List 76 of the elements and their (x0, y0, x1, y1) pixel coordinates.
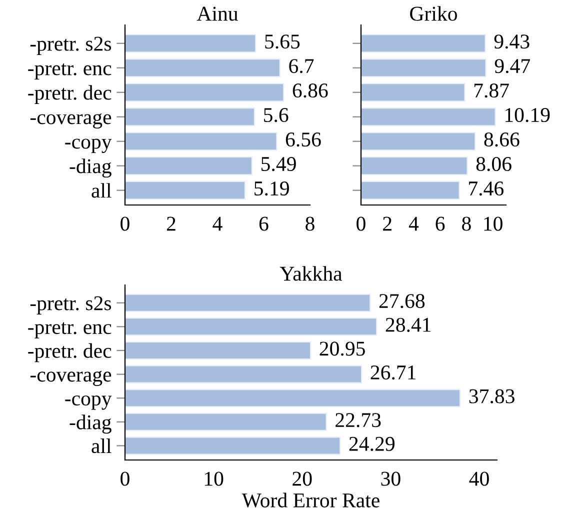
bar (361, 132, 476, 151)
x-tick-label: 6 (259, 216, 268, 231)
y-tick-label: -pretr. s2s (30, 296, 112, 315)
bar (361, 180, 460, 200)
data-label: 10.19 (505, 108, 550, 122)
data-label: 9.43 (494, 34, 530, 49)
chart-title: Griko (410, 6, 458, 21)
data-label: 8.06 (476, 156, 512, 172)
y-tick-label: -coverage (30, 370, 112, 386)
bar (125, 412, 327, 432)
chart-title: Ainu (196, 6, 238, 21)
x-axis-title: Word Error Rate (242, 492, 380, 508)
y-tick-label: -copy (65, 395, 112, 410)
y-tick-label: -diag (70, 158, 112, 178)
chart-title: Yakkha (280, 266, 342, 281)
x-tick-label: 4 (212, 216, 222, 231)
x-tick-label: 10 (484, 216, 502, 231)
bar (125, 318, 378, 336)
data-label: 6.56 (286, 132, 321, 147)
bar (361, 58, 486, 78)
y-tick-label: all (92, 183, 112, 198)
data-label: 28.41 (386, 318, 431, 332)
bar (361, 82, 466, 102)
x-tick-label: 10 (204, 472, 224, 486)
x-tick-label: 2 (166, 216, 176, 231)
y-tick-label: -pretr. dec (28, 343, 112, 362)
bar (125, 132, 278, 151)
data-label: 24.29 (349, 436, 394, 452)
bar (125, 58, 280, 78)
data-label: 7.46 (469, 182, 504, 196)
x-tick-label: 8 (306, 216, 314, 231)
bar (361, 34, 486, 53)
x-tick-label: 2 (383, 216, 392, 231)
bar (125, 180, 246, 200)
data-label: 20.95 (320, 342, 365, 356)
bar (125, 388, 461, 408)
data-label: 5.49 (262, 157, 296, 172)
data-label: 7.87 (474, 84, 509, 98)
x-tick-label: 0 (120, 216, 130, 231)
data-label: 6.86 (292, 84, 328, 98)
x-tick-label: 4 (408, 216, 419, 231)
bar (125, 34, 256, 53)
y-tick-label: -pretr. enc (28, 322, 112, 338)
y-tick-label: -copy (65, 138, 112, 154)
data-label: 26.71 (370, 366, 416, 380)
data-label: 5.19 (254, 182, 289, 196)
bar (125, 82, 284, 102)
x-tick-label: 40 (469, 472, 489, 486)
x-tick-label: 30 (381, 472, 400, 486)
y-tick-label: -pretr. s2s (30, 36, 112, 56)
y-tick-label: all (92, 438, 112, 454)
x-tick-label: 6 (436, 216, 445, 231)
x-tick-label: 0 (356, 216, 366, 231)
bar (361, 156, 468, 176)
bar (125, 436, 341, 455)
data-label: 22.73 (336, 413, 381, 428)
x-tick-label: 8 (462, 216, 471, 231)
y-tick-label: -diag (70, 414, 112, 434)
x-tick-label: 0 (120, 472, 130, 486)
data-label: 6.7 (289, 59, 314, 74)
bar (125, 365, 362, 384)
bar (125, 341, 312, 360)
y-tick-label: -coverage (30, 113, 112, 129)
bar (361, 107, 496, 126)
bar (125, 107, 256, 126)
data-label: 5.6 (264, 108, 288, 122)
data-label: 37.83 (469, 389, 514, 404)
data-label: 9.47 (494, 59, 530, 74)
y-tick-label: -pretr. dec (28, 85, 112, 104)
data-label: 8.66 (484, 132, 520, 147)
y-tick-label: -pretr. enc (28, 63, 112, 80)
bar (125, 156, 253, 176)
x-tick-label: 20 (292, 472, 312, 486)
data-label: 5.65 (265, 34, 300, 49)
data-label: 27.68 (379, 294, 425, 308)
bar (125, 294, 371, 312)
